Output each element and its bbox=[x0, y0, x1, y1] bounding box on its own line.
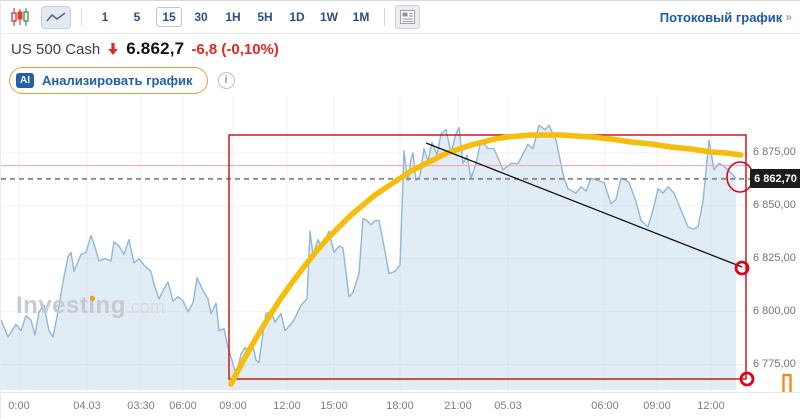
timeframe-selector: 1 5 15 30 1H 5H 1D 1W 1M bbox=[92, 7, 374, 27]
annotation-red-circle bbox=[739, 371, 755, 387]
timeframe-button-5[interactable]: 5 bbox=[133, 10, 141, 24]
instrument-change: -6,8 (-0,10%) bbox=[191, 40, 279, 58]
y-axis-label: 6 850,00 bbox=[753, 198, 796, 211]
timeframe-button-5h[interactable]: 5H bbox=[257, 10, 273, 24]
news-panel-icon[interactable] bbox=[395, 5, 420, 29]
info-icon[interactable]: i bbox=[217, 71, 235, 89]
timeframe-button-1w[interactable]: 1W bbox=[320, 10, 338, 24]
x-axis-label: 06:00 bbox=[169, 400, 197, 412]
timeframe-button-15[interactable]: 15 bbox=[156, 7, 182, 27]
x-axis-label: 15:00 bbox=[320, 400, 348, 412]
chart-toolbar: 1 5 15 30 1H 5H 1D 1W 1M Потоковый график » bbox=[1, 1, 800, 34]
annotation-rectangle bbox=[228, 134, 747, 380]
instrument-name: US 500 Cash bbox=[11, 40, 101, 58]
timeframe-button-1h[interactable]: 1H bbox=[225, 10, 241, 24]
x-axis-label: 18:00 bbox=[386, 400, 414, 412]
instrument-header: US 500 Cash 6.862,7 -6,8 (-0,10%) bbox=[1, 34, 800, 62]
timeframe-button-30[interactable]: 30 bbox=[194, 10, 208, 24]
x-axis-label: 09:00 bbox=[219, 400, 247, 412]
streaming-chart-label: Потоковый график bbox=[659, 9, 783, 25]
streaming-chart-link[interactable]: Потоковый график » bbox=[660, 10, 792, 25]
x-axis-label: 06:00 bbox=[591, 400, 619, 412]
x-axis-label: 12:00 bbox=[697, 400, 725, 412]
x-axis-label: 12:00 bbox=[273, 400, 301, 412]
annotation-red-circle bbox=[734, 260, 750, 276]
timeframe-button-1[interactable]: 1 bbox=[101, 10, 109, 24]
y-axis-label: 6 875,00 bbox=[753, 145, 796, 158]
x-axis-label: 05.03 bbox=[494, 400, 522, 412]
chevron-right-icon: » bbox=[785, 10, 792, 24]
x-axis-label: 09:00 bbox=[643, 400, 671, 412]
y-axis-label: 6 800,00 bbox=[753, 304, 796, 317]
toolbar-divider bbox=[384, 8, 385, 26]
annotation-trend-line bbox=[425, 142, 743, 268]
candlestick-chart-icon[interactable] bbox=[9, 6, 31, 28]
price-line bbox=[1, 124, 737, 372]
x-axis: 0:00 04.03 03:30 06:00 09:00 12:00 15:00 18:00 2… bbox=[1, 392, 800, 419]
arrow-down-red-icon bbox=[107, 42, 119, 56]
last-price-badge: 6 862,70 bbox=[750, 169, 800, 189]
y-axis-label: 6 775,00 bbox=[753, 357, 796, 370]
y-axis-label: 6 825,00 bbox=[753, 251, 796, 264]
line-chart-icon[interactable] bbox=[41, 5, 71, 29]
instrument-price: 6.862,7 bbox=[126, 39, 185, 58]
ai-analyze-button[interactable]: AI Анализировать график bbox=[9, 66, 208, 94]
x-axis-label: 04.03 bbox=[73, 400, 101, 412]
x-axis-label: 21:00 bbox=[444, 400, 472, 412]
ai-analyze-label: Анализировать график bbox=[42, 72, 193, 88]
chart-area: Investing.com 6 875,00 6 850,00 6 825,00 6 … bbox=[1, 96, 800, 419]
toolbar-divider bbox=[81, 8, 82, 26]
x-axis-label: 0:00 bbox=[8, 400, 30, 412]
timeframe-button-1d[interactable]: 1D bbox=[289, 10, 305, 24]
timeframe-button-1m[interactable]: 1M bbox=[352, 10, 370, 24]
price-area-fill bbox=[1, 125, 736, 391]
ai-badge: AI bbox=[16, 72, 34, 88]
price-chart-svg[interactable] bbox=[1, 96, 800, 419]
x-axis-label: 03:30 bbox=[127, 400, 155, 412]
annotation-yellow-curve bbox=[228, 132, 744, 387]
ai-analyze-row: AI Анализировать график i bbox=[1, 62, 800, 96]
